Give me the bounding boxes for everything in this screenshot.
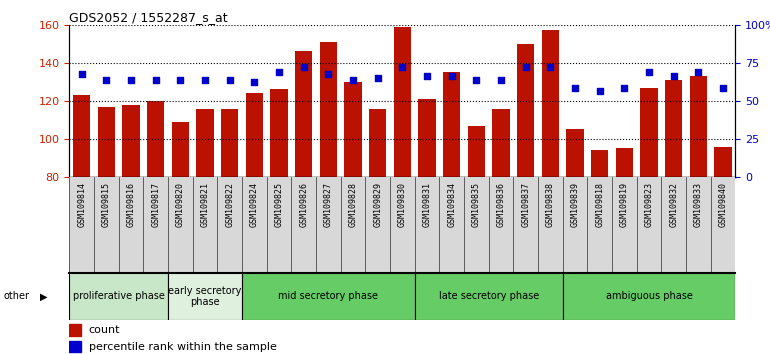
Text: GSM109829: GSM109829: [373, 182, 382, 227]
Text: percentile rank within the sample: percentile rank within the sample: [89, 342, 276, 352]
Bar: [492, 108, 510, 177]
Point: [100, 77, 112, 83]
Text: other: other: [4, 291, 30, 302]
Point: [346, 77, 359, 83]
Bar: [196, 108, 213, 177]
Point: [544, 64, 557, 69]
Bar: [641, 87, 658, 177]
Text: GSM109833: GSM109833: [694, 182, 703, 227]
Point: [174, 77, 186, 83]
Text: count: count: [89, 325, 120, 335]
Text: mid secretory phase: mid secretory phase: [278, 291, 378, 302]
Text: GSM109834: GSM109834: [447, 182, 456, 227]
Bar: [147, 101, 164, 177]
Bar: [591, 150, 608, 177]
Point: [322, 72, 334, 77]
Bar: [69, 341, 81, 352]
Text: proliferative phase: proliferative phase: [72, 291, 165, 302]
Text: GSM109822: GSM109822: [225, 182, 234, 227]
Point: [371, 75, 383, 81]
Bar: [616, 148, 633, 177]
Bar: [242, 273, 415, 320]
Point: [594, 88, 606, 94]
Point: [569, 85, 581, 90]
Bar: [467, 126, 485, 177]
Bar: [665, 80, 682, 177]
Point: [223, 77, 236, 83]
Text: GSM109818: GSM109818: [595, 182, 604, 227]
Bar: [69, 324, 81, 336]
Bar: [122, 105, 139, 177]
Text: GDS2052 / 1552287_s_at: GDS2052 / 1552287_s_at: [69, 11, 228, 24]
Text: GSM109836: GSM109836: [497, 182, 505, 227]
Point: [618, 85, 631, 90]
Point: [446, 73, 458, 79]
Text: GSM109817: GSM109817: [151, 182, 160, 227]
Text: GSM109830: GSM109830: [398, 182, 407, 227]
Point: [421, 73, 434, 79]
Point: [470, 77, 483, 83]
Bar: [69, 273, 168, 320]
Bar: [563, 273, 735, 320]
Text: GSM109840: GSM109840: [718, 182, 728, 227]
Point: [149, 77, 162, 83]
Text: GSM109826: GSM109826: [300, 182, 308, 227]
Text: GSM109839: GSM109839: [571, 182, 580, 227]
Text: GSM109827: GSM109827: [324, 182, 333, 227]
Bar: [690, 76, 707, 177]
Text: GSM109831: GSM109831: [423, 182, 431, 227]
Point: [520, 64, 532, 69]
Bar: [443, 72, 460, 177]
Text: GSM109820: GSM109820: [176, 182, 185, 227]
Bar: [172, 122, 189, 177]
Text: ambiguous phase: ambiguous phase: [605, 291, 692, 302]
Bar: [418, 99, 436, 177]
Point: [717, 85, 729, 90]
Point: [199, 77, 211, 83]
Text: GSM109835: GSM109835: [472, 182, 480, 227]
Bar: [542, 30, 559, 177]
Text: GSM109815: GSM109815: [102, 182, 111, 227]
Bar: [320, 42, 337, 177]
Point: [75, 72, 88, 77]
Bar: [344, 82, 362, 177]
Point: [248, 79, 260, 85]
Point: [495, 77, 507, 83]
Bar: [246, 93, 263, 177]
Text: GSM109828: GSM109828: [349, 182, 357, 227]
Bar: [517, 44, 534, 177]
Text: GSM109825: GSM109825: [274, 182, 283, 227]
Bar: [567, 130, 584, 177]
Text: GSM109832: GSM109832: [669, 182, 678, 227]
Text: GSM109824: GSM109824: [249, 182, 259, 227]
Bar: [295, 51, 313, 177]
Bar: [270, 90, 288, 177]
Point: [297, 64, 310, 69]
Text: GSM109816: GSM109816: [126, 182, 136, 227]
Text: GSM109823: GSM109823: [644, 182, 654, 227]
Bar: [369, 108, 387, 177]
Text: GSM109821: GSM109821: [200, 182, 209, 227]
Point: [668, 73, 680, 79]
Point: [273, 69, 285, 75]
Bar: [415, 273, 563, 320]
Bar: [221, 108, 238, 177]
Point: [125, 77, 137, 83]
Text: early secretory
phase: early secretory phase: [169, 286, 242, 307]
Bar: [73, 95, 90, 177]
Text: late secretory phase: late secretory phase: [439, 291, 539, 302]
Point: [643, 69, 655, 75]
Text: GSM109838: GSM109838: [546, 182, 555, 227]
Point: [692, 69, 705, 75]
Bar: [98, 107, 115, 177]
Bar: [393, 27, 411, 177]
Text: GSM109819: GSM109819: [620, 182, 629, 227]
Text: GSM109814: GSM109814: [77, 182, 86, 227]
Bar: [168, 273, 242, 320]
Point: [396, 64, 408, 69]
Bar: [715, 147, 732, 177]
Text: GSM109837: GSM109837: [521, 182, 531, 227]
Text: ▶: ▶: [40, 291, 48, 302]
